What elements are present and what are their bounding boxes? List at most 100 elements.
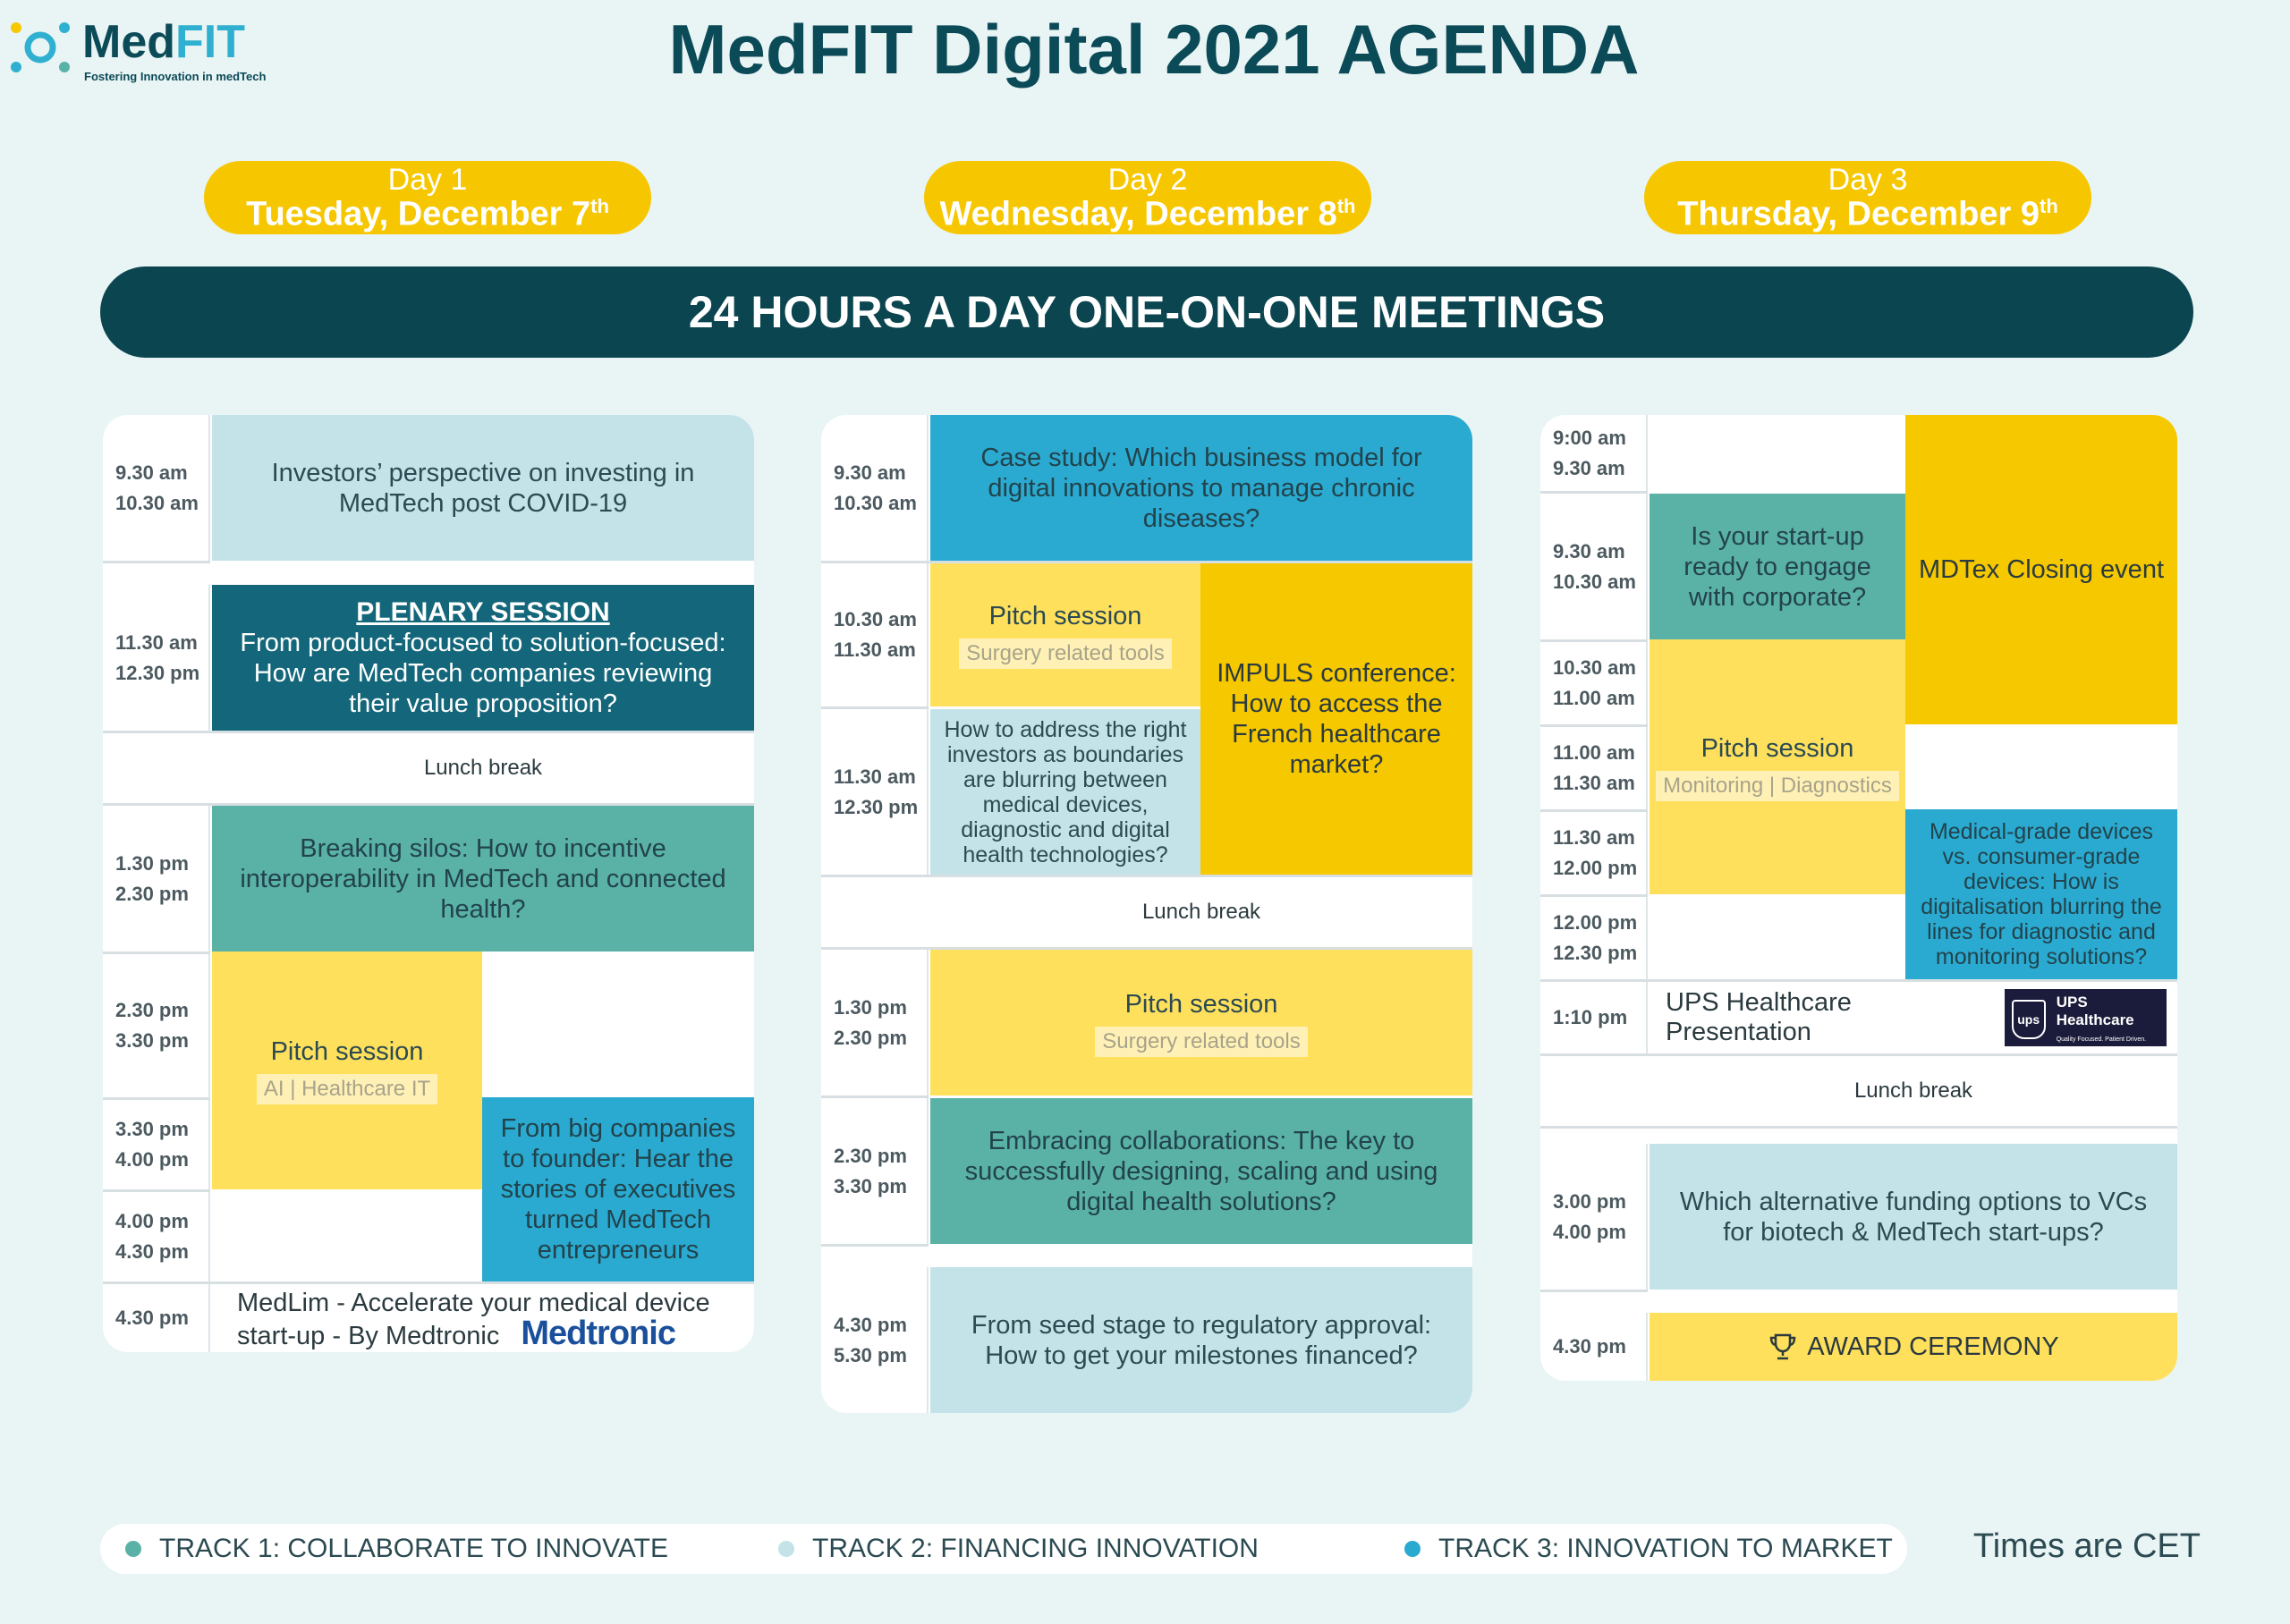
session-mdtex-closing: MDTex Closing event (1905, 415, 2177, 724)
day-3-pill: Day 3 Thursday, December 9th (1644, 161, 2091, 234)
time-slot: 4.00 pm 4.30 pm (103, 1192, 210, 1281)
divider (103, 1097, 210, 1100)
pitch-tag: AI | Healthcare IT (256, 1074, 438, 1104)
time-slot: 11.30 am 12.30 pm (821, 709, 929, 875)
session-seed-stage: From seed stage to regulatory approval: … (930, 1267, 1472, 1413)
pitch-title: Pitch session (988, 602, 1142, 630)
lunch-break: Lunch break (423, 756, 543, 780)
time-slot: 11.30 am 12.00 pm (1540, 812, 1648, 894)
session-plenary: PLENARY SESSION From product-focused to … (212, 585, 754, 731)
divider (1540, 639, 1648, 642)
legend-track-3: TRACK 3: INNOVATION TO MARKET (1404, 1524, 1893, 1574)
divider (1540, 1290, 1648, 1292)
session-alternative-funding: Which alternative funding options to VCs… (1650, 1144, 2177, 1290)
track-3-dot (1404, 1541, 1421, 1557)
time-slot: 2.30 pm 3.30 pm (103, 954, 210, 1097)
time-slot: 9.30 am 10.30 am (821, 415, 929, 561)
legend-track-1: TRACK 1: COLLABORATE TO INNOVATE (125, 1524, 668, 1574)
day-3-date: Thursday, December 9th (1677, 194, 2058, 233)
pitch-tag: Surgery related tools (959, 639, 1172, 669)
logo-wordmark: MedFIT (82, 16, 245, 68)
day-2-schedule: 9.30 am 10.30 am Case study: Which busine… (821, 415, 1472, 1413)
lunch-break: Lunch break (1141, 900, 1261, 924)
time-slot: 9.30 am 10.30 am (1540, 494, 1648, 639)
time-slot: 1.30 pm 2.30 pm (821, 950, 929, 1095)
lunch-break: Lunch break (1853, 1078, 1973, 1103)
meetings-banner: 24 HOURS A DAY ONE-ON-ONE MEETINGS (100, 266, 2193, 358)
timezone-note: Times are CET (1972, 1527, 2201, 1565)
day-1-label: Day 1 (387, 162, 468, 197)
time-slot: 1.30 pm 2.30 pm (103, 806, 210, 952)
track-1-dot (125, 1541, 141, 1557)
divider (1540, 979, 2177, 982)
plenary-text: From product-focused to solution-focused… (240, 628, 726, 718)
session-big-companies: From big companies to founder: Hear the … (482, 1097, 754, 1281)
time-slot: 4.30 pm 5.30 pm (821, 1267, 929, 1413)
session-ups-presentation: UPS Healthcare Presentation ups UPS Heal… (1666, 982, 2167, 1053)
day-3-label: Day 3 (1828, 162, 1908, 197)
session-startup-corporate: Is your start-up ready to engage with co… (1650, 494, 1905, 639)
pitch-tag: Surgery related tools (1095, 1026, 1308, 1057)
divider (821, 706, 929, 709)
divider (1540, 894, 1648, 897)
session-case-study: Case study: Which business model for dig… (930, 415, 1472, 561)
session-embracing-collaborations: Embracing collaborations: The key to suc… (930, 1098, 1472, 1244)
pitch-title: Pitch session (270, 1037, 424, 1066)
time-slot: 2.30 pm 3.30 pm (821, 1098, 929, 1244)
divider (1540, 491, 1648, 494)
divider (1540, 1053, 2177, 1056)
session-investors-perspective: Investors’ perspective on investing in M… (212, 415, 754, 561)
session-pitch-surgery-2: Pitch session Surgery related tools (930, 950, 1472, 1095)
divider (1540, 724, 1648, 727)
logo-tagline: Fostering Innovation in medTech (84, 70, 267, 83)
session-medlim: MedLim - Accelerate your medical device … (237, 1289, 710, 1352)
day-1-pill: Day 1 Tuesday, December 7th (204, 161, 651, 234)
day-2-date: Wednesday, December 8th (939, 194, 1356, 233)
time-slot: 3.30 pm 4.00 pm (103, 1100, 210, 1189)
divider (821, 875, 1472, 877)
logo-mark-icon (11, 22, 70, 72)
divider (1540, 1126, 2177, 1129)
divider (103, 1281, 754, 1284)
session-award-ceremony: AWARD CEREMONY (1650, 1313, 2177, 1381)
medtronic-logo: Medtronic (521, 1315, 676, 1352)
session-right-investors: How to address the right investors as bo… (930, 709, 1200, 875)
time-slot: 4.30 pm (103, 1284, 210, 1352)
day-1-schedule: 9.30 am 10.30 am Investors’ perspective o… (103, 415, 754, 1352)
time-slot: 10.30 am 11.30 am (821, 563, 929, 706)
time-slot: 3.00 pm 4.00 pm (1540, 1144, 1648, 1290)
divider (821, 561, 1472, 563)
pitch-title: Pitch session (1124, 989, 1278, 1019)
page-title: MedFIT Digital 2021 AGENDA (668, 10, 1640, 89)
divider (821, 947, 1472, 950)
track-legend: TRACK 1: COLLABORATE TO INNOVATE TRACK 2… (100, 1524, 1907, 1574)
track-2-dot (778, 1541, 794, 1557)
session-medical-grade-devices: Medical-grade devices vs. consumer-grade… (1905, 809, 2177, 979)
session-impuls-conference: IMPULS conference: How to access the Fre… (1200, 563, 1472, 875)
ups-logo: ups UPS Healthcare Quality Focused. Pati… (2004, 989, 2167, 1046)
time-slot: 1:10 pm (1540, 982, 1648, 1053)
session-pitch-surgery-1: Pitch session Surgery related tools (930, 563, 1200, 706)
day-3-schedule: 9:00 am 9.30 am 9.30 am 10.30 am Is your s… (1540, 415, 2177, 1381)
plenary-heading: PLENARY SESSION (356, 596, 610, 627)
session-pitch-ai: Pitch session AI | Healthcare IT (212, 952, 482, 1189)
divider (103, 952, 210, 954)
medfit-logo: MedFIT Fostering Innovation in medTech (9, 13, 277, 83)
day-2-label: Day 2 (1107, 162, 1188, 197)
divider (103, 1189, 210, 1192)
time-slot: 12.00 pm 12.30 pm (1540, 897, 1648, 979)
divider (821, 1244, 929, 1247)
divider (103, 561, 210, 563)
divider (1540, 809, 1648, 812)
time-slot: 4.30 pm (1540, 1313, 1648, 1381)
time-slot: 9:00 am 9.30 am (1540, 415, 1648, 491)
session-pitch-monitoring: Pitch session Monitoring | Diagnostics (1650, 639, 1905, 894)
ups-shield-icon: ups (2011, 1000, 2046, 1039)
session-breaking-silos: Breaking silos: How to incentive interop… (212, 806, 754, 952)
legend-track-2: TRACK 2: FINANCING INNOVATION (778, 1524, 1259, 1574)
divider (821, 1095, 929, 1098)
day-1-date: Tuesday, December 7th (246, 194, 609, 233)
pitch-title: Pitch session (1701, 733, 1854, 763)
day-2-pill: Day 2 Wednesday, December 8th (924, 161, 1371, 234)
time-slot: 9.30 am 10.30 am (103, 415, 210, 561)
